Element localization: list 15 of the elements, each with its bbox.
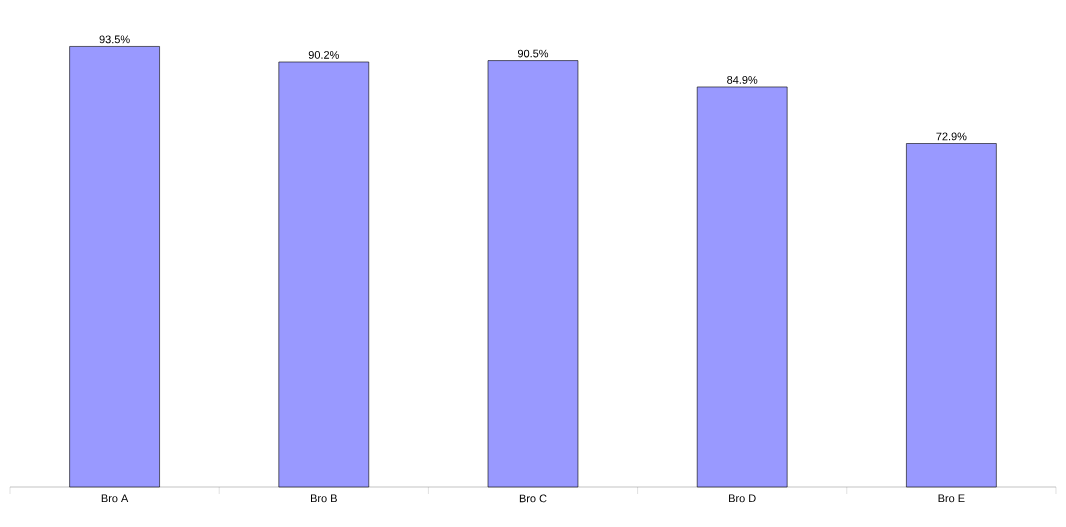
bar [69, 46, 160, 488]
x-tick-label: Bro A [101, 494, 129, 503]
bar [696, 86, 788, 488]
data-label: 90.2% [308, 51, 339, 59]
data-label: 90.5% [517, 49, 549, 58]
data-label: 72.9% [936, 132, 967, 141]
data-label: 93.5% [99, 35, 130, 44]
data-label: 84.9% [727, 76, 758, 84]
x-tick-label: Bro B [310, 494, 337, 503]
bar [278, 61, 370, 488]
x-tick-label: Bro D [729, 494, 756, 503]
x-tick-label: Bro E [938, 494, 965, 503]
x-tick-label: Bro C [519, 494, 547, 503]
bar [487, 60, 579, 488]
bar [906, 143, 997, 488]
